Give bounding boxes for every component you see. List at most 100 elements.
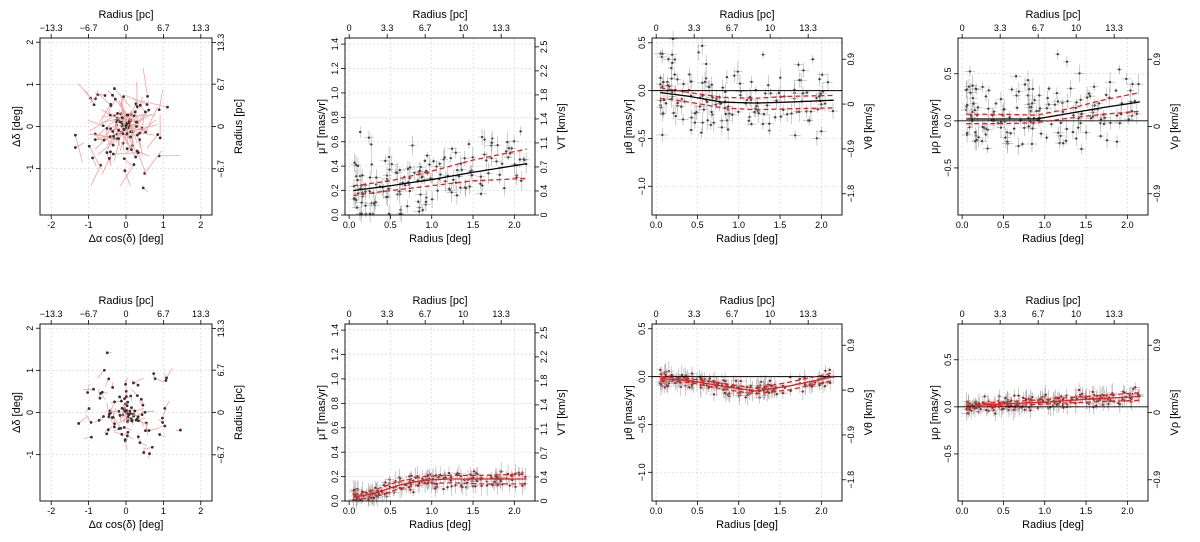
data-point — [452, 178, 455, 182]
data-point — [750, 80, 753, 84]
star-point — [112, 425, 116, 429]
data-point — [723, 379, 727, 383]
x-tick-label: 1.5 — [1080, 220, 1093, 230]
data-point — [1027, 87, 1031, 91]
data-point — [1078, 72, 1081, 75]
data-point — [421, 175, 424, 178]
data-point — [1012, 127, 1016, 130]
x-tick-label: 0.0 — [650, 220, 663, 230]
star-point — [125, 409, 128, 413]
right-tick-label: 0 — [1152, 124, 1162, 129]
data-point — [444, 180, 447, 183]
data-point — [737, 110, 740, 114]
data-point — [354, 197, 357, 201]
data-point — [479, 192, 483, 196]
top-tick-label: 10 — [458, 309, 468, 319]
data-point — [765, 104, 769, 107]
x-axis-label: Δα cos(δ) [deg] — [89, 519, 164, 531]
data-point — [523, 482, 527, 486]
data-point — [1055, 91, 1059, 95]
data-point — [1069, 87, 1072, 90]
data-point — [975, 87, 978, 91]
data-point — [464, 187, 468, 190]
right-tick-label: 0 — [216, 124, 226, 129]
data-point — [461, 485, 464, 489]
star-point — [139, 397, 143, 401]
data-point — [352, 488, 356, 492]
data-point — [1021, 396, 1025, 400]
data-point — [384, 159, 387, 163]
y-axis-label: μθ [mas/yr] — [623, 99, 635, 154]
data-point — [480, 484, 483, 488]
star-point — [107, 157, 111, 160]
pm-vector — [75, 142, 85, 148]
data-point — [411, 144, 414, 147]
data-point — [965, 131, 969, 135]
top-axis-label: Radius [pc] — [412, 9, 467, 21]
right-tick-label: 2.2 — [539, 351, 549, 364]
data-point — [1045, 107, 1049, 110]
data-point — [670, 66, 673, 70]
data-point — [495, 160, 498, 163]
right-tick-label: 0 — [539, 212, 549, 217]
data-point — [983, 395, 986, 398]
pm-vector — [136, 113, 152, 123]
data-point — [1002, 401, 1006, 404]
data-point — [667, 58, 670, 61]
right-tick-label: 0.4 — [539, 185, 549, 198]
data-point — [421, 208, 424, 212]
data-point — [1017, 394, 1020, 397]
top-tick-label: 13.3 — [1105, 309, 1123, 319]
data-point — [430, 198, 434, 201]
star-point — [125, 122, 129, 126]
data-point — [1091, 390, 1094, 394]
data-point — [779, 115, 783, 118]
top-tick-label: 13.3 — [799, 309, 817, 319]
data-point — [455, 168, 459, 172]
pm-vector — [137, 134, 141, 148]
data-point — [720, 126, 724, 129]
data-point — [447, 471, 451, 475]
data-point — [676, 78, 679, 81]
data-point — [1092, 85, 1096, 89]
data-point — [1091, 115, 1095, 118]
data-point — [693, 121, 697, 124]
x-tick-label: 1.5 — [774, 220, 787, 230]
star-point — [105, 126, 109, 130]
right-axis-label: Vρ [km/s] — [1169, 104, 1181, 150]
star-point — [107, 377, 111, 381]
pm-vector — [112, 408, 116, 418]
pm-vector — [142, 68, 148, 97]
top-tick-label: 6.7 — [157, 309, 170, 319]
data-point — [359, 212, 363, 215]
top-tick-label: 0 — [347, 23, 352, 33]
data-point — [976, 106, 980, 109]
data-point — [480, 184, 484, 187]
data-point — [1075, 137, 1078, 140]
star-point — [138, 131, 141, 135]
data-point — [1121, 397, 1124, 401]
star-point — [89, 435, 93, 439]
data-point — [819, 92, 823, 95]
data-point — [1004, 396, 1007, 400]
y-tick-label: 0.8 — [330, 397, 340, 410]
right-tick-label: −0.9 — [846, 426, 856, 444]
data-point — [659, 368, 662, 372]
data-point — [1035, 109, 1038, 113]
data-point — [761, 53, 765, 56]
data-point — [818, 383, 821, 387]
data-point — [749, 98, 753, 102]
pm-vector — [134, 114, 156, 117]
y-tick-label: 0.0 — [330, 209, 340, 222]
data-point — [508, 484, 511, 487]
data-point — [725, 75, 729, 79]
data-point — [490, 141, 493, 145]
star-point — [122, 425, 126, 429]
data-point — [781, 391, 785, 395]
top-tick-label: 10 — [765, 23, 775, 33]
star-point — [158, 136, 162, 140]
star-point — [138, 103, 142, 107]
upper-band-line — [966, 91, 1140, 116]
x-tick-label: 2.0 — [1121, 220, 1134, 230]
data-point — [759, 380, 763, 384]
